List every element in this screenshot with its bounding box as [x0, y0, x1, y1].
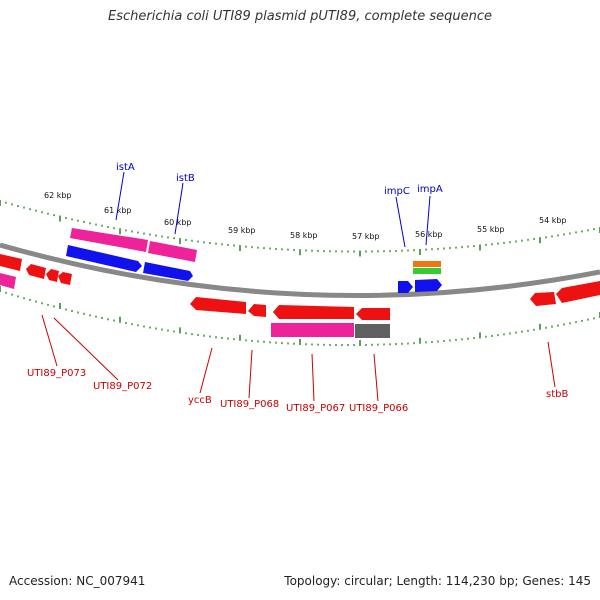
gene-left-pink[interactable]	[0, 273, 16, 289]
gene-label-UTI89_P066[interactable]: UTI89_P066	[349, 403, 408, 414]
gene-label-yccB[interactable]: yccB	[188, 395, 212, 406]
gene-UTI89_P067[interactable]	[273, 305, 354, 319]
gene-istA[interactable]	[70, 228, 148, 252]
forward-genes	[0, 228, 442, 293]
reverse-genes	[26, 264, 600, 338]
gene-impC[interactable]	[398, 281, 413, 293]
kbp-label: 54 kbp	[539, 216, 567, 225]
lower-gene-labels: UTI89_P073 UTI89_P072 yccB UTI89_P068 UT…	[27, 368, 568, 414]
kbp-label: 59 kbp	[228, 226, 256, 235]
outer-tick-ring	[0, 200, 600, 257]
gene-istB[interactable]	[148, 241, 197, 262]
kbp-label: 62 kbp	[44, 191, 72, 200]
gene-green[interactable]	[413, 268, 441, 274]
gene-UTI89_P068[interactable]	[248, 304, 266, 317]
gene-label-UTI89_P072[interactable]: UTI89_P072	[93, 381, 152, 392]
kbp-label: 56 kbp	[415, 230, 443, 239]
kbp-label: 55 kbp	[477, 225, 505, 234]
upper-gene-labels: istA istB impC impA	[116, 162, 443, 197]
gene-orange[interactable]	[413, 261, 441, 267]
gene-label-UTI89_P073[interactable]: UTI89_P073	[27, 368, 86, 379]
map-title: Escherichia coli UTI89 plasmid pUTI89, c…	[108, 9, 492, 24]
gene-UTI89_P072b[interactable]	[58, 272, 72, 285]
gene-yccB[interactable]	[190, 297, 246, 314]
kbp-label: 60 kbp	[164, 218, 192, 227]
gene-impA[interactable]	[415, 279, 442, 292]
plasmid-backbone	[0, 242, 600, 299]
gene-UTI89_P072a[interactable]	[46, 269, 59, 282]
gene-UTI89_P066-gray[interactable]	[355, 324, 390, 338]
gene-istB-blue[interactable]	[143, 262, 193, 281]
gene-label-impC[interactable]: impC	[384, 186, 410, 197]
gene-UTI89_P073[interactable]	[26, 264, 46, 279]
gene-label-UTI89_P068[interactable]: UTI89_P068	[220, 399, 279, 410]
gene-label-UTI89_P067[interactable]: UTI89_P067	[286, 403, 345, 414]
kbp-label-group: 62 kbp 61 kbp 60 kbp 59 kbp 58 kbp 57 kb…	[44, 191, 567, 241]
gene-left-red-1[interactable]	[0, 254, 22, 271]
gene-label-istA[interactable]: istA	[116, 162, 135, 173]
gene-UTI89_P066[interactable]	[356, 308, 390, 320]
kbp-label: 57 kbp	[352, 232, 380, 241]
gene-label-istB[interactable]: istB	[176, 173, 195, 184]
gene-istA-blue[interactable]	[66, 245, 142, 272]
gene-label-impA[interactable]: impA	[417, 184, 443, 195]
gene-stbB[interactable]	[530, 292, 556, 306]
kbp-label: 58 kbp	[290, 231, 318, 240]
accession-text: Accession: NC_007941	[9, 574, 146, 588]
leader-lines	[41, 171, 556, 402]
gene-right-red[interactable]	[556, 281, 600, 303]
topology-summary: Topology: circular; Length: 114,230 bp; …	[284, 574, 591, 588]
inner-tick-ring	[0, 286, 600, 347]
gene-label-stbB[interactable]: stbB	[546, 389, 568, 400]
gene-UTI89_P067-pink[interactable]	[271, 323, 354, 337]
